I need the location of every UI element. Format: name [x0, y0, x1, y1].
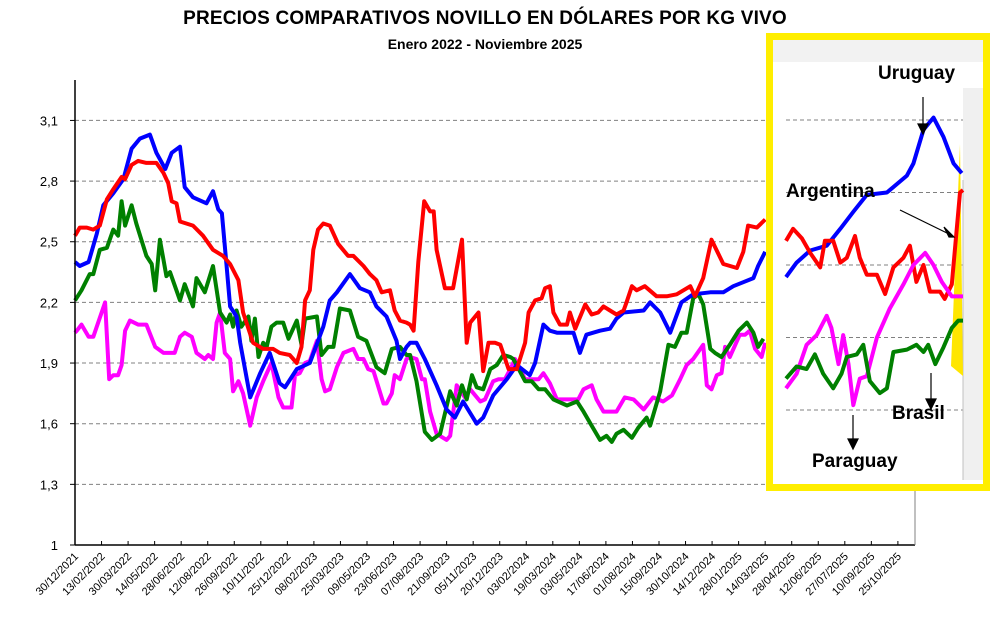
inset-label-paraguay: Paraguay — [812, 451, 898, 472]
inset-series-line-brasil — [784, 318, 963, 396]
chart-title: PRECIOS COMPARATIVOS NOVILLO EN DÓLARES … — [183, 8, 787, 29]
y-tick-label: 1,6 — [40, 417, 58, 432]
paraguay-arrowhead — [847, 438, 859, 451]
inset-label-argentina: Argentina — [786, 181, 875, 202]
inset-series-line-argentina — [784, 188, 965, 301]
series-line-brasil — [73, 199, 766, 444]
brasil-arrowhead — [925, 398, 937, 411]
series-line-paraguay — [73, 300, 768, 442]
y-tick-label: 1 — [51, 538, 58, 553]
inset-series-line-uruguay — [784, 115, 964, 279]
inset-side-shade — [963, 88, 983, 480]
argentina-arrowhead — [943, 226, 956, 238]
inset-label-brasil: Brasil — [892, 403, 945, 424]
series-line-argentina — [73, 158, 767, 374]
inset-header-shade — [773, 40, 983, 62]
inset-zoom-panel: Uruguay Argentina Brasil Paraguay — [766, 33, 990, 491]
inset-series-line-paraguay — [784, 250, 963, 408]
y-tick-label: 2,5 — [40, 235, 58, 250]
y-tick-label: 2,2 — [40, 295, 58, 310]
y-tick-label: 2,8 — [40, 174, 58, 189]
y-tick-label: 3,1 — [40, 113, 58, 128]
inset-arrows — [847, 97, 956, 451]
argentina-arrow — [899, 209, 950, 235]
y-tick-label: 1,9 — [40, 356, 58, 371]
inset-chart — [773, 40, 983, 480]
uruguay-arrowhead — [917, 123, 929, 136]
inset-label-uruguay: Uruguay — [878, 63, 956, 84]
chart-subtitle: Enero 2022 - Noviembre 2025 — [387, 36, 583, 52]
y-tick-label: 1,3 — [40, 477, 58, 492]
